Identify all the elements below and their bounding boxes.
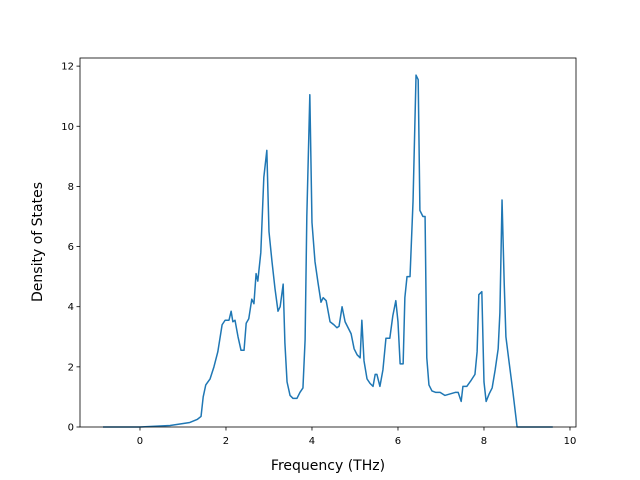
y-tick-label: 12 [61,62,74,73]
plot-frame [79,57,577,428]
x-tick-label: 6 [395,436,401,447]
y-tick-label: 8 [68,182,74,193]
x-tick-label: 10 [564,436,577,447]
x-axis-label: Frequency (THz) [271,458,385,474]
x-tick-label: 2 [223,436,229,447]
y-axis-label: Density of States [30,182,46,302]
x-tick-label: 4 [309,436,315,447]
x-tick-label: 8 [481,436,487,447]
dos-line [103,74,553,428]
y-tick-label: 4 [68,302,74,313]
x-tick-label: 0 [137,436,143,447]
y-tick-label: 0 [68,423,74,434]
y-tick-label: 6 [68,242,74,253]
y-tick-label: 2 [68,362,74,373]
y-tick-label: 10 [61,122,74,133]
